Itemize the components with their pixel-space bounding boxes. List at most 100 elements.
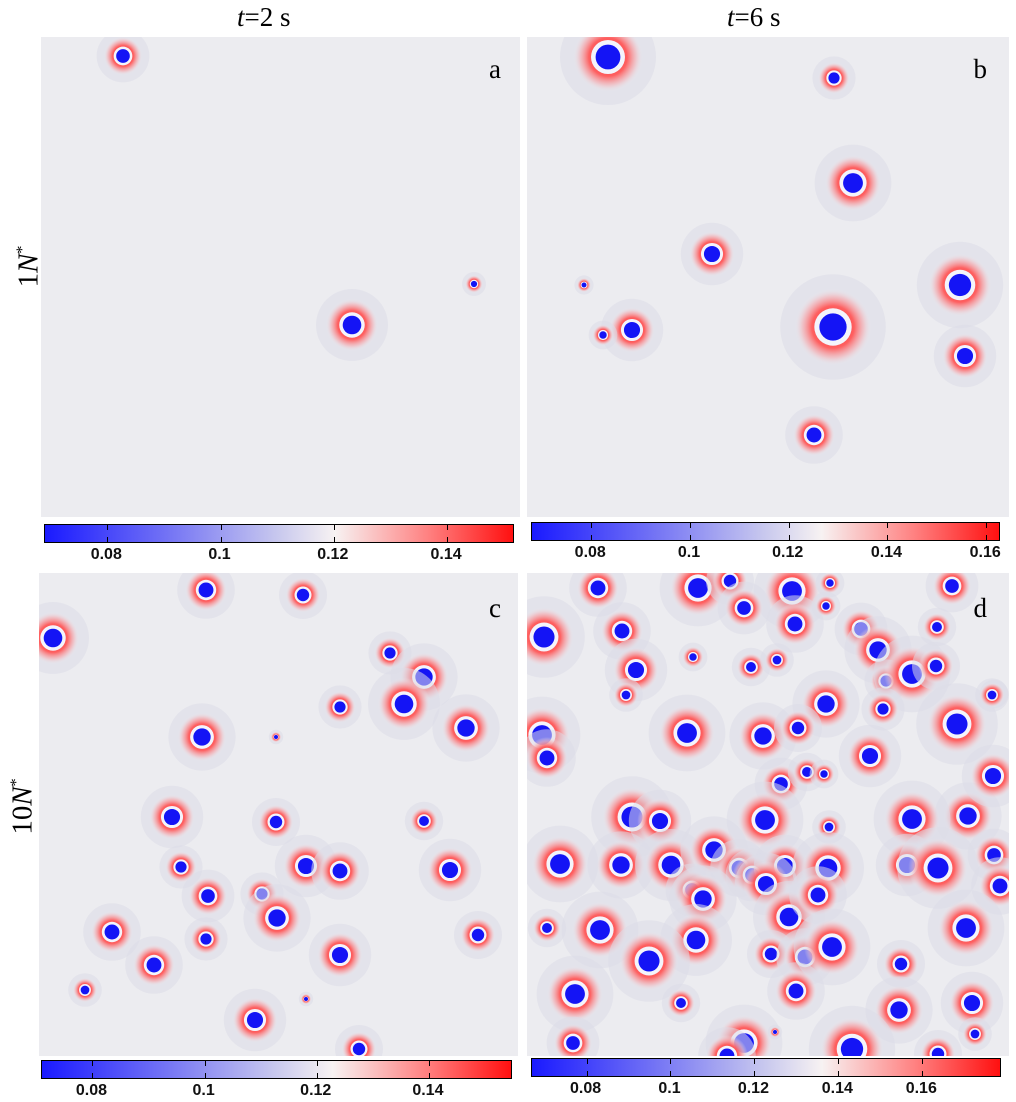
colorbar-tick-label: 0.12 (317, 546, 349, 563)
concentration-spot (812, 56, 856, 100)
concentration-spot (308, 923, 372, 987)
row-label-num: 10 (6, 805, 39, 835)
spot-core (984, 767, 1002, 785)
colorbar-tick (92, 1061, 94, 1066)
colorbar-tick-label: 0.14 (430, 546, 462, 563)
panel-letter: b (973, 54, 988, 84)
concentration-spot (318, 685, 362, 729)
concentration-spot (223, 988, 287, 1052)
colorbar-tick (788, 523, 790, 528)
panel-b-field: b (527, 37, 1009, 517)
colorbar-tick (887, 535, 889, 540)
concentration-spot (838, 724, 902, 788)
spot-core (651, 812, 669, 830)
spot-core (963, 994, 981, 1012)
concentration-spot (774, 704, 822, 752)
concentration-spot (454, 911, 502, 959)
concentration-spot (927, 889, 1005, 967)
spot-core (581, 282, 587, 288)
spot-core (533, 626, 555, 648)
spot-core (342, 315, 362, 335)
spot-core (638, 950, 660, 972)
colorbar-tick (107, 525, 109, 530)
spot-core (268, 909, 286, 927)
colorbar-tick (586, 1059, 588, 1064)
colorbar-b (531, 522, 1000, 541)
concentration-spot (808, 1005, 896, 1056)
spot-core (927, 857, 949, 879)
spot-core (384, 647, 396, 659)
concentration-spot (925, 573, 979, 613)
spot-core (163, 808, 181, 826)
concentration-spot (279, 573, 327, 619)
spot-core (590, 920, 610, 940)
concentration-spot (698, 1027, 756, 1056)
spot-core (676, 998, 686, 1008)
spot-core (565, 984, 585, 1004)
colorbar-tick-label: 0.1 (192, 1082, 215, 1099)
spot-core (331, 946, 349, 964)
spot-core (269, 815, 283, 829)
field-plot (96, 37, 486, 361)
concentration-spot (661, 983, 701, 1023)
spot-core (590, 580, 606, 596)
concentration-spot (877, 940, 925, 988)
colorbar-tick (447, 525, 449, 530)
spot-core (175, 861, 187, 873)
spot-core (297, 857, 315, 875)
concentration-spot (268, 729, 284, 745)
concentration-spot (717, 581, 771, 635)
concentration-spot (609, 678, 643, 712)
concentration-spot (418, 838, 482, 902)
spot-core (457, 719, 475, 737)
spot-core (820, 770, 828, 778)
colorbar-tick (788, 535, 790, 540)
concentration-spot (335, 1025, 383, 1056)
column-title-var: t (237, 2, 245, 32)
concentration-spot (767, 962, 825, 1020)
colorbar-tick-label: 0.16 (969, 544, 1001, 561)
concentration-spot (809, 759, 839, 789)
colorbar-tick-label: 0.12 (737, 1080, 769, 1097)
concentration-spot (811, 591, 841, 621)
spot-core (959, 807, 977, 825)
spot-core (677, 723, 697, 743)
field-plot (560, 37, 1004, 464)
concentration-spot (731, 647, 771, 687)
spot-core (828, 72, 840, 84)
concentration-spot (527, 908, 567, 948)
concentration-spot (68, 973, 102, 1007)
colorbar-tick-label: 0.14 (412, 1082, 444, 1099)
concentration-spot (140, 785, 204, 849)
colorbar-tick (754, 1059, 756, 1064)
spot-core (890, 1001, 908, 1019)
spot-core (614, 623, 630, 639)
field-plot (527, 573, 1009, 1056)
colorbar-tick (922, 1059, 924, 1064)
spot-core (332, 863, 348, 879)
concentration-spot (546, 1016, 600, 1056)
spot-core (116, 49, 130, 63)
row-label-10n: 10N* (7, 762, 40, 852)
spot-core (612, 856, 630, 874)
row-label-num: 1 (12, 272, 45, 288)
concentration-spot (914, 1030, 962, 1056)
colorbar-tick (428, 1061, 430, 1066)
concentration-spot (587, 831, 655, 899)
concentration-spot (181, 869, 235, 923)
concentration-spot (940, 971, 1004, 1035)
spot-core (817, 695, 835, 713)
spot-core (80, 985, 90, 995)
concentration-spot (311, 842, 369, 900)
spot-core (737, 601, 751, 615)
concentration-spot (83, 903, 141, 961)
concentration-spot (916, 241, 1004, 329)
spot-core (987, 690, 997, 700)
spot-core (304, 997, 308, 1001)
concentration-spot (815, 573, 845, 598)
colorbar-tick-label: 0.14 (870, 544, 903, 561)
colorbar-tick (92, 1073, 94, 1078)
colorbar-tick (447, 537, 449, 542)
spot-core (877, 703, 889, 715)
concentration-spot (243, 884, 311, 952)
